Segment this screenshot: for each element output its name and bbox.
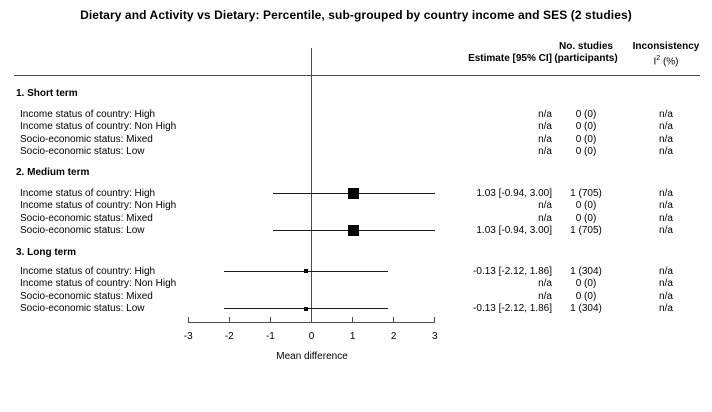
studies-value: 1 (705) <box>570 225 602 237</box>
row-label: Socio-economic status: Low <box>20 225 145 237</box>
section-label: 3. Long term <box>16 246 77 258</box>
inconsistency-value: n/a <box>659 121 673 133</box>
x-axis-tick-label: 1 <box>349 331 356 342</box>
estimate-value: n/a <box>538 121 552 133</box>
inconsistency-value: n/a <box>659 212 673 224</box>
studies-value: 1 (304) <box>570 303 602 315</box>
inconsistency-value: n/a <box>659 133 673 145</box>
row-label: Income status of country: Non High <box>20 200 177 212</box>
studies-value: 1 (304) <box>570 265 602 277</box>
section-label: 1. Short term <box>16 87 78 99</box>
x-axis-tick <box>187 317 189 322</box>
x-axis-tick <box>311 317 312 322</box>
x-axis-tick <box>393 317 395 322</box>
point-estimate-marker <box>304 306 309 311</box>
chart-title: Dietary and Activity vs Dietary: Percent… <box>80 8 632 22</box>
estimate-value: 1.03 [-0.94, 3.00] <box>476 187 552 199</box>
point-estimate-marker <box>348 187 360 199</box>
row-label: Socio-economic status: Low <box>20 303 145 315</box>
x-axis-line <box>188 322 435 323</box>
x-axis-tick-label: 2 <box>390 331 397 342</box>
estimate-value: n/a <box>538 108 552 120</box>
row-label: Socio-economic status: Mixed <box>20 290 153 302</box>
row-label: Income status of country: Non High <box>20 121 177 133</box>
row-label: Income status of country: Non High <box>20 278 177 290</box>
estimate-value: n/a <box>538 200 552 212</box>
row-label: Socio-economic status: Mixed <box>20 212 153 224</box>
i2-unit: (%) <box>660 56 679 68</box>
i2-base: I <box>653 56 657 68</box>
inconsistency-value: n/a <box>659 265 673 277</box>
studies-value: 0 (0) <box>575 146 597 158</box>
header-divider <box>14 75 700 76</box>
estimate-value: n/a <box>538 278 552 290</box>
point-estimate-marker <box>304 269 309 273</box>
i2-sup: 2 <box>656 55 661 62</box>
inconsistency-value: n/a <box>659 146 673 158</box>
zero-reference-line <box>311 48 312 322</box>
estimate-value: 1.03 [-0.94, 3.00] <box>476 225 552 237</box>
col-header-studies-1: No. studies <box>559 41 613 52</box>
row-label: Socio-economic status: Mixed <box>20 133 153 145</box>
studies-value: 0 (0) <box>575 278 597 290</box>
row-label: Income status of country: High <box>20 265 156 277</box>
x-axis-tick-label: 0 <box>308 331 315 342</box>
studies-value: 0 (0) <box>575 290 597 302</box>
studies-value: 0 (0) <box>575 108 597 120</box>
x-axis-label: Mean difference <box>276 351 348 362</box>
studies-value: 0 (0) <box>575 212 597 224</box>
section-label: 2. Medium term <box>16 166 90 178</box>
inconsistency-value: n/a <box>659 225 673 237</box>
x-axis-tick-label: 3 <box>432 331 438 342</box>
col-header-estimate: Estimate [95% CI] <box>468 53 552 64</box>
x-axis-tick <box>269 317 271 322</box>
estimate-value: n/a <box>538 133 552 145</box>
estimate-value: n/a <box>538 212 552 224</box>
estimate-value: n/a <box>538 290 552 302</box>
x-axis-tick <box>352 317 354 322</box>
estimate-value: -0.13 [-2.12, 1.86] <box>473 265 552 277</box>
row-label: Income status of country: High <box>20 108 156 120</box>
estimate-value: -0.13 [-2.12, 1.86] <box>473 303 552 315</box>
studies-value: 1 (705) <box>570 187 602 199</box>
inconsistency-value: n/a <box>659 278 673 290</box>
x-axis-tick-label: -1 <box>265 331 275 342</box>
row-label: Socio-economic status: Low <box>20 146 145 158</box>
col-header-inconsistency: Inconsistency <box>632 41 700 52</box>
inconsistency-value: n/a <box>659 290 673 302</box>
col-header-i2: I2 (%) <box>624 53 708 68</box>
col-header-studies-2: (participants) <box>554 53 618 64</box>
x-axis-tick <box>434 317 436 322</box>
studies-value: 0 (0) <box>575 133 597 145</box>
point-estimate-marker <box>348 225 360 237</box>
x-axis-tick-label: -3 <box>183 331 193 342</box>
x-axis-tick <box>228 317 230 322</box>
row-label: Income status of country: High <box>20 187 156 199</box>
estimate-value: n/a <box>538 146 552 158</box>
inconsistency-value: n/a <box>659 108 673 120</box>
studies-value: 0 (0) <box>575 121 597 133</box>
inconsistency-value: n/a <box>659 303 673 315</box>
studies-value: 0 (0) <box>575 200 597 212</box>
x-axis-tick-label: -2 <box>224 331 234 342</box>
inconsistency-value: n/a <box>659 187 673 199</box>
inconsistency-value: n/a <box>659 200 673 212</box>
